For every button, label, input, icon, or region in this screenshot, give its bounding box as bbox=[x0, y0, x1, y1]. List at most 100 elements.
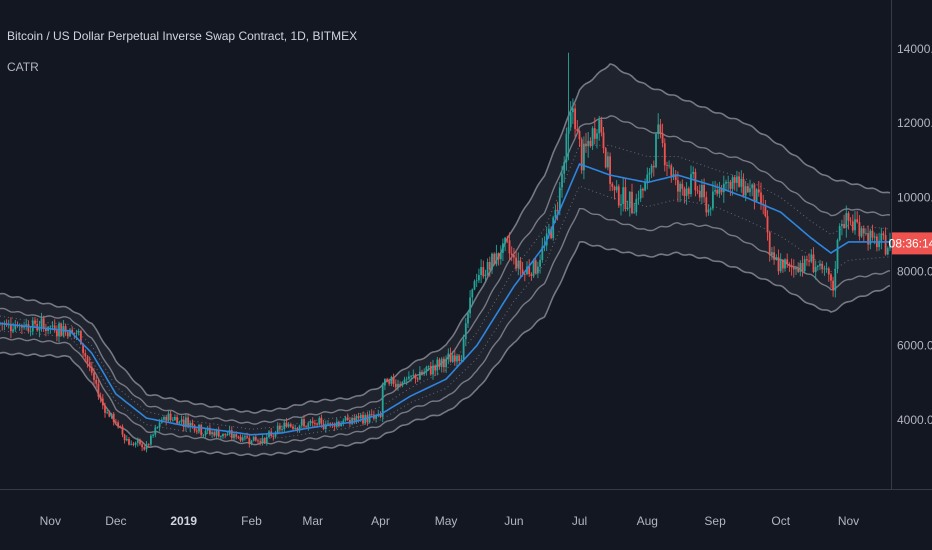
candle bbox=[753, 183, 756, 210]
symbol-title: Bitcoin / US Dollar Perpetual Inverse Sw… bbox=[7, 29, 358, 43]
candle bbox=[677, 171, 679, 203]
candle bbox=[351, 416, 353, 426]
candle bbox=[740, 170, 743, 193]
candle bbox=[565, 127, 568, 171]
candle bbox=[714, 180, 716, 195]
candle bbox=[510, 246, 513, 262]
candle bbox=[110, 412, 113, 419]
candle bbox=[445, 355, 447, 373]
candle bbox=[650, 163, 653, 179]
price-axis[interactable]: 4000.0 6000.0 8000.0 10000.0 12000.0 14000.0 bbox=[897, 42, 932, 427]
candle bbox=[480, 259, 482, 284]
candle bbox=[812, 247, 815, 274]
candle bbox=[180, 415, 183, 426]
candle bbox=[508, 232, 511, 261]
candle bbox=[830, 273, 832, 288]
candle bbox=[499, 245, 502, 265]
candle bbox=[534, 257, 537, 275]
candle bbox=[443, 356, 445, 373]
candle bbox=[773, 246, 775, 265]
candle bbox=[108, 410, 111, 418]
candle bbox=[342, 418, 345, 427]
upper-outer-band bbox=[0, 63, 891, 414]
candle bbox=[248, 434, 251, 448]
candle bbox=[541, 237, 544, 263]
candle bbox=[250, 439, 253, 446]
candle bbox=[552, 215, 555, 241]
candle bbox=[631, 183, 633, 215]
candle bbox=[261, 434, 264, 446]
candle bbox=[836, 238, 839, 274]
last-price-tag: 08:36:14 bbox=[889, 232, 932, 255]
candle bbox=[134, 441, 137, 448]
candle bbox=[493, 252, 496, 266]
candle bbox=[464, 318, 467, 346]
candle bbox=[169, 411, 172, 422]
candle bbox=[639, 184, 642, 203]
candle bbox=[399, 381, 402, 388]
candle bbox=[574, 103, 576, 138]
candle bbox=[222, 433, 224, 439]
candle bbox=[838, 223, 841, 242]
candle bbox=[685, 182, 688, 205]
candle bbox=[287, 422, 290, 428]
candle bbox=[725, 179, 727, 191]
candle bbox=[274, 431, 277, 439]
candle bbox=[281, 425, 283, 433]
candle bbox=[862, 225, 865, 243]
lower-mid-band bbox=[0, 185, 891, 440]
time-axis-label: Jun bbox=[504, 514, 523, 528]
candle bbox=[867, 225, 869, 251]
candle bbox=[882, 231, 885, 240]
candle bbox=[154, 424, 157, 438]
time-axis-label: Jul bbox=[572, 514, 587, 528]
candle bbox=[779, 253, 782, 274]
candle bbox=[810, 249, 813, 264]
candle bbox=[819, 259, 821, 270]
candle bbox=[821, 261, 824, 274]
candle bbox=[257, 439, 259, 444]
candle bbox=[659, 119, 662, 139]
candle bbox=[370, 410, 373, 417]
candle bbox=[244, 434, 246, 441]
candle bbox=[104, 402, 106, 418]
candle bbox=[434, 364, 437, 376]
candle bbox=[784, 258, 786, 272]
candle bbox=[611, 182, 614, 191]
candle bbox=[589, 137, 592, 148]
candle bbox=[871, 224, 874, 241]
price-axis-label: 12000.0 bbox=[897, 116, 932, 130]
candle bbox=[272, 434, 275, 441]
candle bbox=[576, 120, 579, 132]
candle bbox=[425, 365, 428, 376]
candle bbox=[99, 392, 102, 403]
candle bbox=[101, 394, 104, 410]
candle bbox=[432, 359, 434, 380]
candle bbox=[504, 236, 506, 252]
candle bbox=[657, 113, 660, 139]
candle bbox=[314, 419, 316, 427]
candle bbox=[648, 168, 651, 183]
candle bbox=[633, 202, 636, 214]
candle bbox=[523, 271, 526, 282]
candle bbox=[681, 179, 684, 196]
band-area bbox=[0, 63, 890, 456]
upper-mid-band bbox=[0, 144, 891, 430]
candle bbox=[692, 166, 695, 179]
candle bbox=[563, 156, 566, 183]
candle bbox=[10, 317, 12, 339]
candle bbox=[106, 408, 108, 415]
candle bbox=[276, 422, 279, 435]
candle bbox=[128, 437, 130, 446]
price-axis-label: 10000.0 bbox=[897, 190, 932, 204]
candle bbox=[467, 310, 469, 328]
candle bbox=[438, 357, 441, 370]
indicator-label[interactable]: CATR bbox=[7, 60, 39, 74]
candle bbox=[668, 160, 670, 169]
candle bbox=[300, 416, 303, 429]
candle bbox=[768, 230, 771, 262]
time-axis[interactable]: Nov Dec 2019 Feb Mar Apr May Jun Jul Aug Sep Oct Nov bbox=[40, 514, 860, 528]
candle bbox=[598, 115, 601, 141]
candle bbox=[381, 382, 384, 423]
